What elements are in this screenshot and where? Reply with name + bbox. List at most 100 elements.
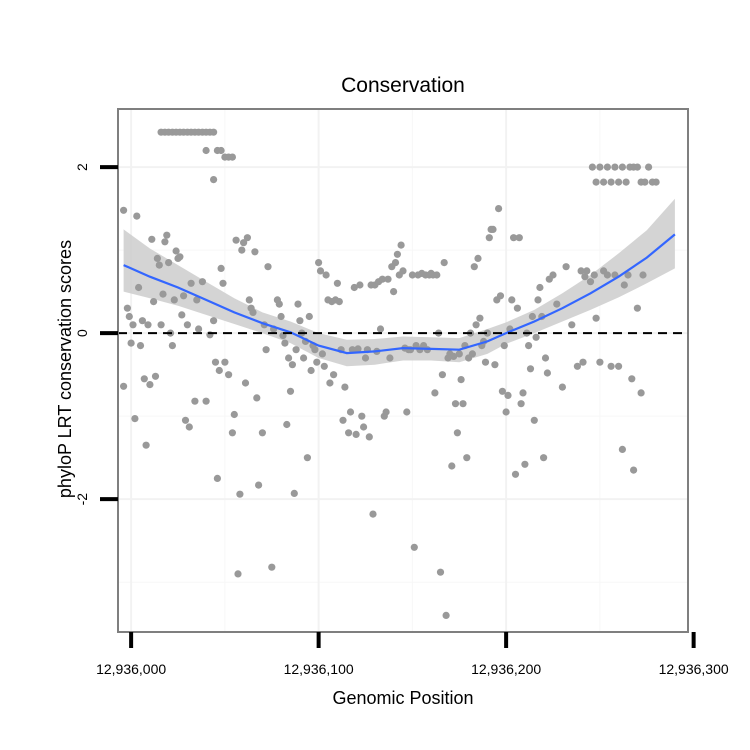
x-tick-label: 12,936,100 xyxy=(284,661,354,677)
data-point xyxy=(568,321,576,329)
data-point xyxy=(275,300,283,308)
data-point xyxy=(210,176,218,184)
data-point xyxy=(234,570,242,578)
data-point xyxy=(504,391,512,399)
data-point xyxy=(135,283,143,292)
data-point xyxy=(474,254,482,262)
data-point xyxy=(532,333,540,341)
data-point xyxy=(232,236,240,244)
data-point xyxy=(345,429,353,437)
data-point xyxy=(603,271,612,279)
data-point xyxy=(440,259,448,267)
data-point xyxy=(365,433,373,441)
data-point xyxy=(463,454,471,462)
data-point xyxy=(213,474,221,482)
data-point xyxy=(630,466,638,474)
data-point xyxy=(525,342,533,350)
data-point xyxy=(536,283,544,292)
plot-panel xyxy=(117,108,689,633)
data-point xyxy=(326,379,334,387)
data-point xyxy=(142,441,150,449)
data-point xyxy=(386,354,394,362)
data-point xyxy=(360,423,368,431)
data-point xyxy=(283,420,291,429)
data-point xyxy=(133,212,141,220)
data-point xyxy=(502,408,510,416)
data-point xyxy=(316,267,325,275)
data-point xyxy=(618,163,627,171)
data-point xyxy=(586,278,595,286)
data-point xyxy=(513,304,522,312)
data-point xyxy=(596,163,604,171)
data-point xyxy=(620,281,628,289)
data-point xyxy=(436,568,445,576)
data-point xyxy=(202,397,210,405)
data-point xyxy=(348,346,356,354)
data-point xyxy=(596,358,604,366)
data-point xyxy=(628,375,636,383)
data-point xyxy=(618,445,627,453)
data-point xyxy=(277,312,285,321)
data-point xyxy=(202,146,210,155)
data-point xyxy=(339,416,347,424)
data-point xyxy=(127,339,135,347)
y-tick-label: 0 xyxy=(74,329,90,337)
data-point xyxy=(645,163,653,171)
data-point xyxy=(294,300,302,308)
data-point xyxy=(485,234,493,242)
data-point xyxy=(131,415,139,423)
data-point xyxy=(498,387,506,395)
data-point xyxy=(350,283,358,292)
data-point xyxy=(356,281,364,289)
data-point xyxy=(300,354,308,362)
data-point xyxy=(318,350,326,358)
data-point xyxy=(296,317,304,325)
data-point xyxy=(508,296,516,304)
data-point xyxy=(491,361,499,369)
data-point xyxy=(541,354,550,362)
data-point xyxy=(123,304,131,312)
data-point xyxy=(573,362,582,370)
data-point xyxy=(637,389,645,397)
data-point xyxy=(140,375,148,383)
data-point xyxy=(285,354,293,362)
data-point xyxy=(315,259,323,267)
data-point xyxy=(457,376,465,384)
data-point xyxy=(590,271,598,279)
data-point xyxy=(530,416,538,424)
data-point xyxy=(210,317,218,325)
data-point xyxy=(161,238,169,246)
x-tick-label: 12,936,000 xyxy=(96,661,166,677)
data-point xyxy=(433,271,441,279)
data-point xyxy=(641,178,649,186)
data-point xyxy=(450,352,458,360)
data-point xyxy=(592,178,600,186)
data-point xyxy=(262,346,270,354)
data-point xyxy=(178,311,186,319)
data-point xyxy=(500,342,508,350)
data-point xyxy=(168,342,176,350)
data-point xyxy=(249,308,257,316)
data-point xyxy=(624,271,632,279)
data-point xyxy=(292,346,300,354)
data-point xyxy=(236,490,244,498)
data-point xyxy=(495,205,503,213)
data-point xyxy=(639,271,647,279)
data-point xyxy=(455,350,463,358)
data-point xyxy=(540,454,548,462)
data-point xyxy=(281,339,289,347)
data-point xyxy=(583,267,591,275)
data-point xyxy=(515,234,523,242)
data-point xyxy=(369,510,377,518)
x-axis-title: Genomic Position xyxy=(332,688,473,708)
data-point xyxy=(403,408,411,416)
data-point xyxy=(129,321,137,329)
data-point xyxy=(592,314,600,322)
data-point xyxy=(185,423,193,431)
data-point xyxy=(622,178,630,186)
data-point xyxy=(264,263,272,271)
data-point xyxy=(322,271,330,279)
data-point xyxy=(228,153,236,161)
data-point xyxy=(286,387,295,395)
data-point xyxy=(180,292,188,300)
